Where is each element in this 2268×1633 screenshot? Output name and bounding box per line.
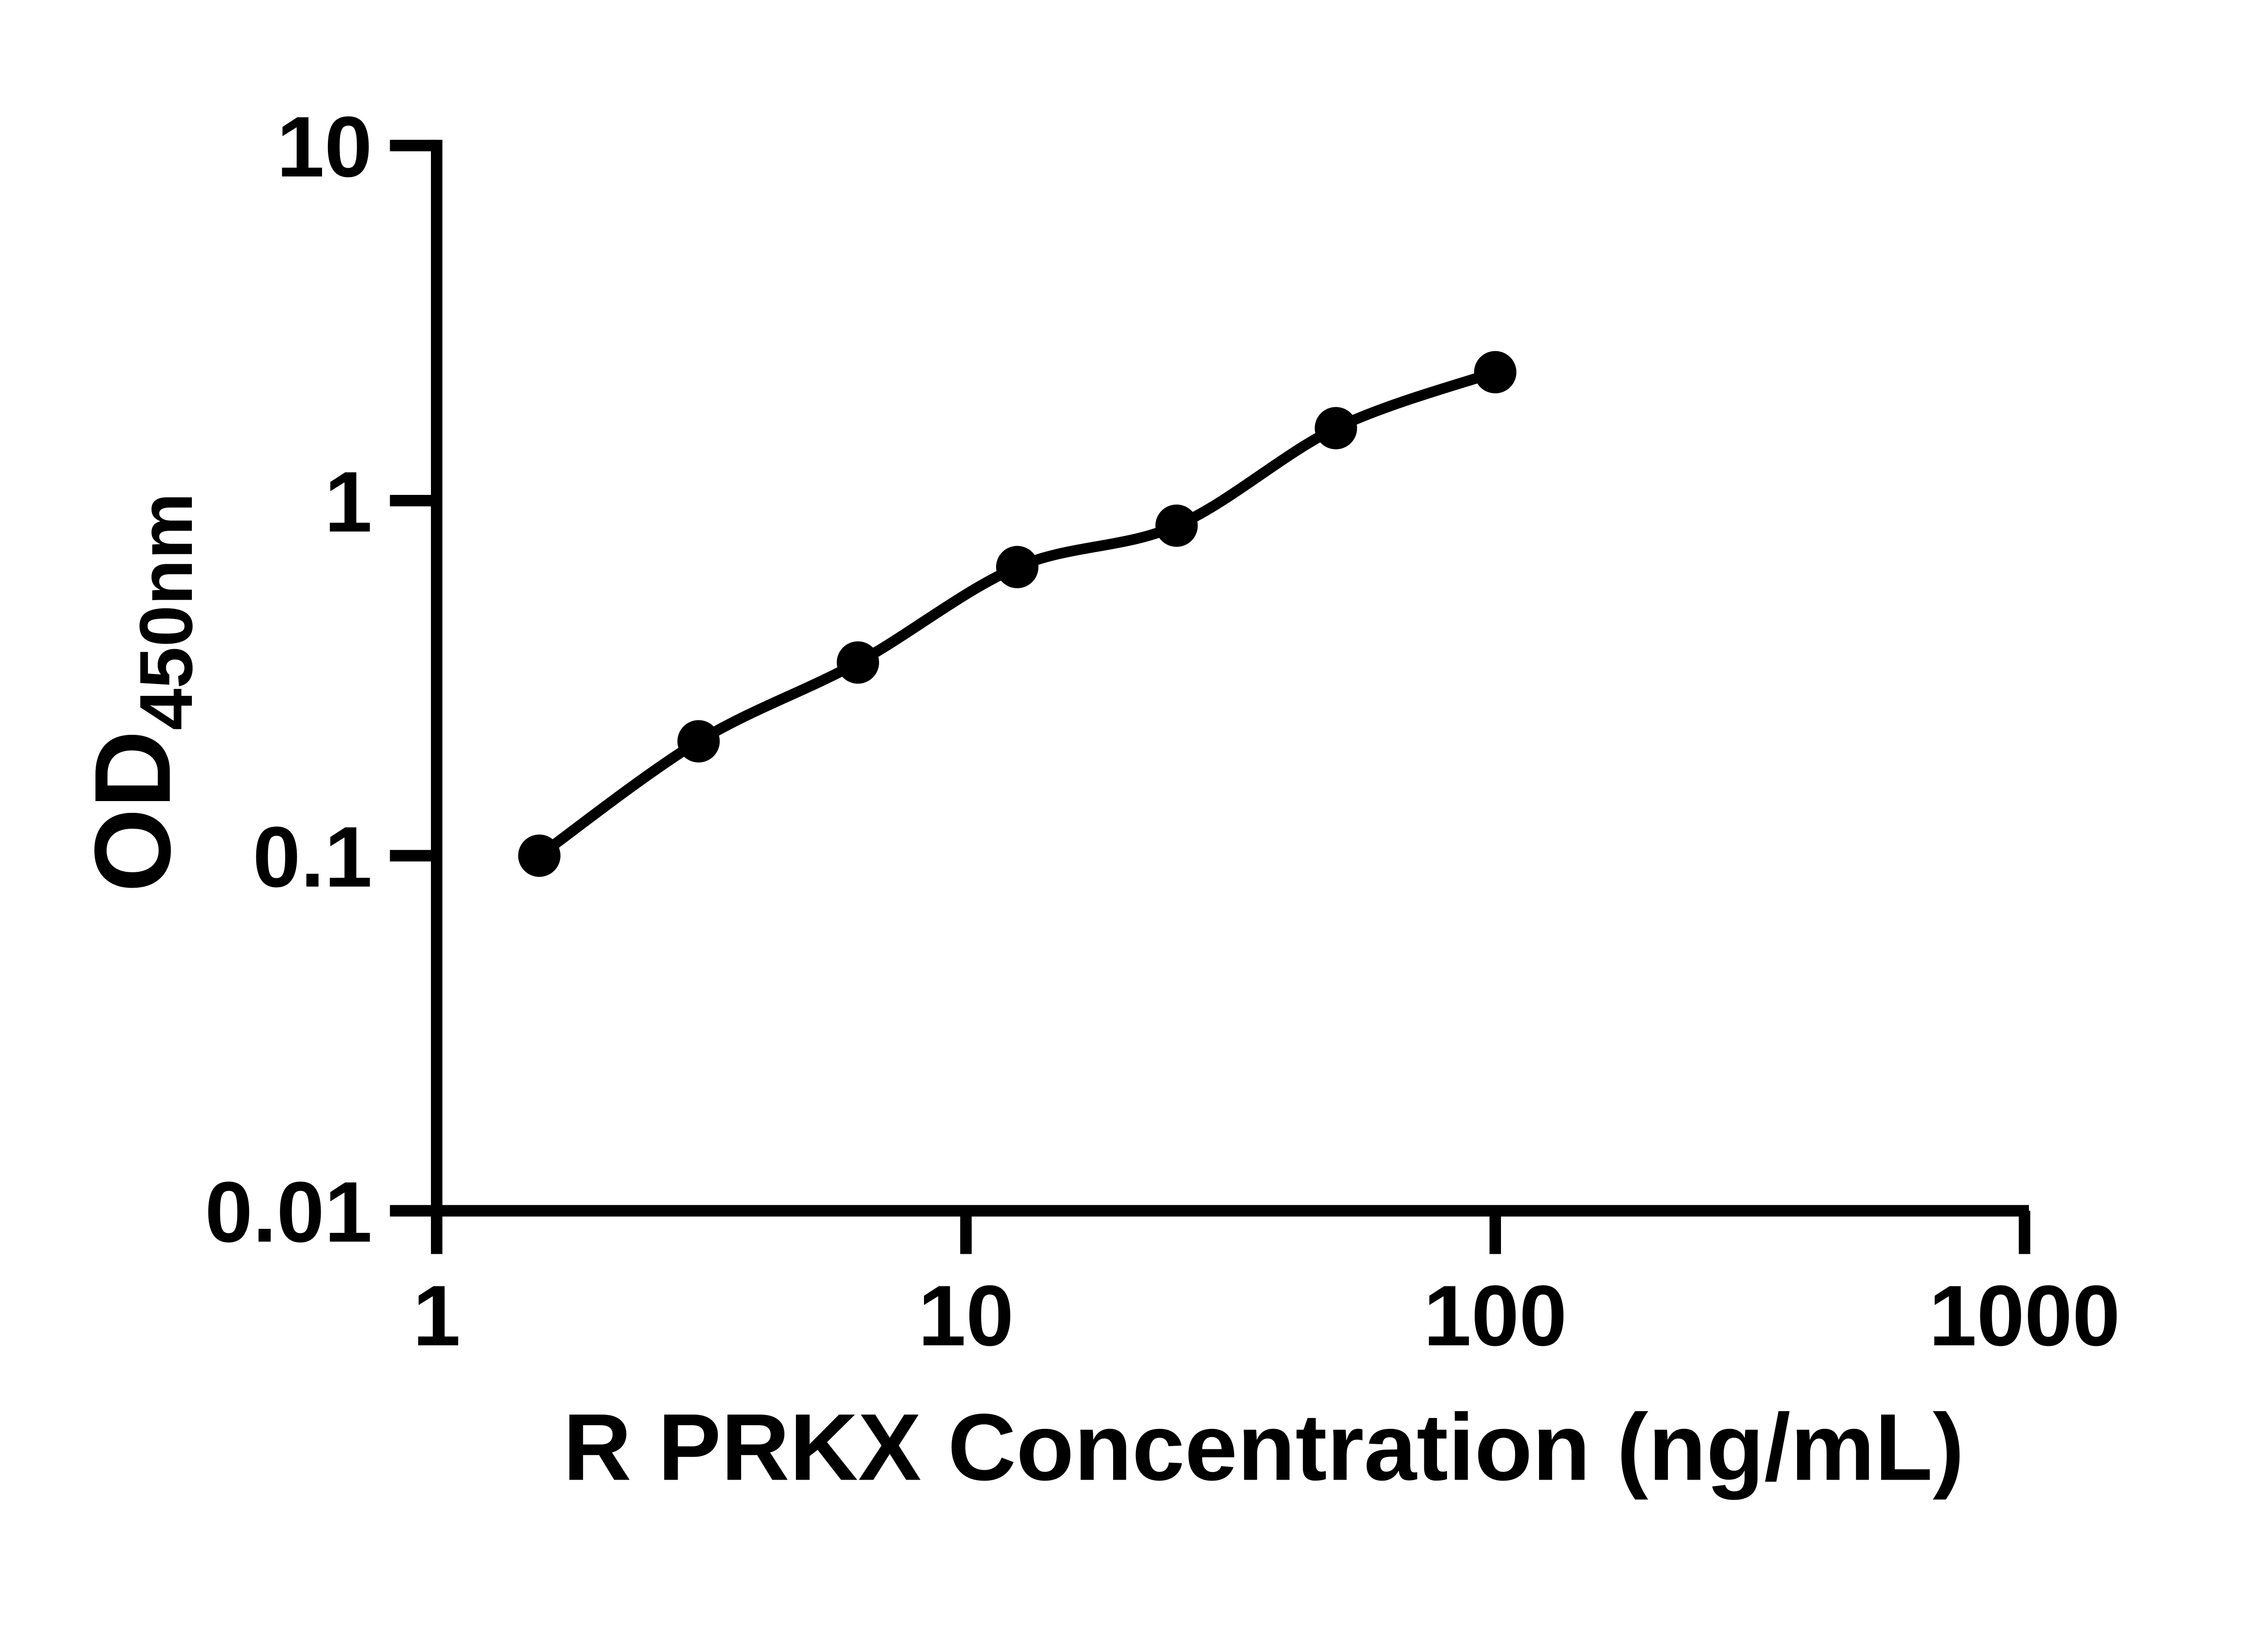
y-tick-labels: 10 1 0.1 0.01 [205, 99, 372, 1260]
data-point-marker [836, 641, 880, 684]
data-point-marker [1474, 351, 1517, 394]
y-axis-title: OD450nm [72, 493, 208, 892]
data-point-marker [677, 720, 720, 763]
data-point-marker [518, 834, 561, 877]
data-point-marker [1155, 504, 1198, 547]
x-tick-labels: 1 10 100 1000 [413, 1268, 2120, 1364]
x-tick-label: 1 [413, 1268, 460, 1364]
chart-figure: 10 1 0.1 0.01 OD450nm 1 10 100 1000 R PRKX Con… [0, 0, 2268, 1588]
x-tick-marks [431, 1211, 2030, 1254]
data-point-marker [1315, 407, 1357, 450]
x-axis: 1 10 100 1000 R PRKX Concentration (ng/mL) [413, 1205, 2120, 1500]
y-tick-marks [390, 140, 437, 1217]
x-tick-label: 1000 [1929, 1268, 2120, 1364]
y-tick-label: 1 [324, 454, 372, 550]
chart-background [0, 0, 2268, 1588]
y-tick-label: 0.01 [205, 1164, 372, 1260]
x-axis-title: R PRKX Concentration (ng/mL) [563, 1394, 1964, 1500]
x-tick-label: 100 [1423, 1268, 1567, 1364]
y-axis-title-subscript: 450nm [124, 493, 208, 730]
x-tick-label: 10 [918, 1268, 1014, 1364]
page: { "page": { "background_color": "#ffffff… [0, 0, 2268, 1588]
y-tick-label: 0.1 [253, 809, 372, 905]
y-axis-title-main: OD [72, 730, 193, 892]
elisa-standard-curve-chart: 10 1 0.1 0.01 OD450nm 1 10 100 1000 R PRKX Con… [0, 0, 2268, 1588]
data-point-marker [996, 546, 1039, 588]
y-axis: 10 1 0.1 0.01 OD450nm [72, 99, 443, 1260]
y-tick-label: 10 [277, 99, 372, 195]
data-points [518, 351, 1517, 877]
